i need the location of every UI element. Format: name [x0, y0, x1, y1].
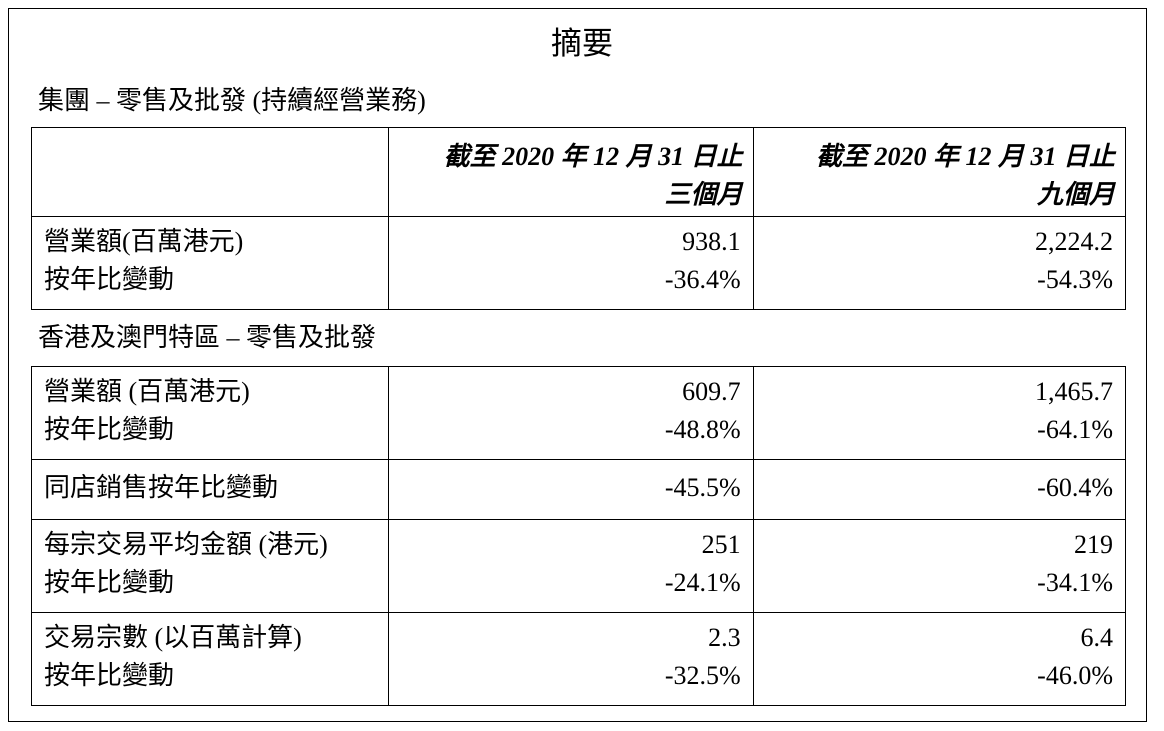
value-change: -54.3% — [1037, 265, 1113, 294]
header-period-length: 三個月 — [664, 180, 743, 209]
value-change: -46.0% — [1037, 661, 1113, 690]
value-nine-months: -60.4% — [752, 459, 1127, 520]
row-label-primary: 每宗交易平均金額 (港元) — [44, 530, 328, 559]
header-empty-cell — [30, 127, 390, 217]
value-nine-months: 2,224.2 -54.3% — [752, 216, 1127, 310]
page-title: 摘要 — [551, 26, 613, 61]
value-primary: 2,224.2 — [1035, 227, 1113, 256]
document-frame — [8, 8, 1147, 722]
value-change: -45.5% — [664, 473, 741, 502]
row-label: 每宗交易平均金額 (港元) 按年比變動 — [30, 519, 390, 613]
value-change: -24.1% — [664, 568, 741, 597]
value-three-months: 251 -24.1% — [388, 519, 754, 613]
row-label: 營業額 (百萬港元) 按年比變動 — [30, 366, 390, 460]
header-period-text: 截至 2020 年 12 月 31 日止 — [443, 142, 743, 171]
value-primary: 1,465.7 — [1035, 377, 1113, 406]
row-label-secondary: 按年比變動 — [44, 661, 175, 690]
section-heading-group: 集團 – 零售及批發 (持續經營業務) — [38, 86, 426, 115]
table-row: 交易宗數 (以百萬計算) 按年比變動 2.3 -32.5% 6.4 -46.0% — [30, 612, 1127, 706]
header-period-text: 截至 2020 年 12 月 31 日止 — [815, 142, 1115, 171]
value-change: -34.1% — [1037, 568, 1113, 597]
value-nine-months: 6.4 -46.0% — [752, 612, 1127, 706]
table-row: 同店銷售按年比變動 -45.5% -60.4% — [30, 459, 1127, 520]
value-nine-months: 1,465.7 -64.1% — [752, 366, 1127, 460]
row-label-primary: 同店銷售按年比變動 — [44, 473, 279, 502]
value-change: -36.4% — [664, 265, 741, 294]
row-label: 同店銷售按年比變動 — [30, 459, 390, 520]
header-period-length: 九個月 — [1036, 180, 1115, 209]
value-three-months: 938.1 -36.4% — [388, 216, 754, 310]
value-primary: 219 — [1074, 530, 1113, 559]
value-primary: 609.7 — [682, 377, 741, 406]
hk-macau-summary-table: 營業額 (百萬港元) 按年比變動 609.7 -48.8% 1,465.7 -6… — [30, 366, 1127, 706]
value-change: -48.8% — [664, 415, 741, 444]
header-three-months: 截至 2020 年 12 月 31 日止 三個月 — [388, 127, 754, 217]
row-label-secondary: 按年比變動 — [44, 415, 175, 444]
value-three-months: 609.7 -48.8% — [388, 366, 754, 460]
value-primary: 2.3 — [708, 623, 741, 652]
header-nine-months: 截至 2020 年 12 月 31 日止 九個月 — [752, 127, 1127, 217]
row-label: 交易宗數 (以百萬計算) 按年比變動 — [30, 612, 390, 706]
row-label-primary: 交易宗數 (以百萬計算) — [44, 623, 302, 652]
value-change: -64.1% — [1037, 415, 1113, 444]
value-change: -60.4% — [1037, 473, 1113, 502]
value-change: -32.5% — [664, 661, 741, 690]
table-row: 營業額(百萬港元) 按年比變動 938.1 -36.4% 2,224.2 -54… — [30, 216, 1127, 310]
row-label-primary: 營業額(百萬港元) — [44, 227, 244, 256]
table-header-row: 截至 2020 年 12 月 31 日止 三個月 截至 2020 年 12 月 … — [30, 127, 1127, 217]
section-heading-hk-macau: 香港及澳門特區 – 零售及批發 — [38, 323, 377, 352]
row-label-primary: 營業額 (百萬港元) — [44, 377, 250, 406]
value-three-months: 2.3 -32.5% — [388, 612, 754, 706]
value-three-months: -45.5% — [388, 459, 754, 520]
row-label-secondary: 按年比變動 — [44, 265, 175, 294]
group-summary-table: 截至 2020 年 12 月 31 日止 三個月 截至 2020 年 12 月 … — [30, 127, 1127, 310]
table-row: 每宗交易平均金額 (港元) 按年比變動 251 -24.1% 219 -34.1… — [30, 519, 1127, 613]
value-primary: 251 — [701, 530, 741, 559]
row-label: 營業額(百萬港元) 按年比變動 — [30, 216, 390, 310]
value-primary: 6.4 — [1080, 623, 1114, 652]
value-nine-months: 219 -34.1% — [752, 519, 1127, 613]
table-row: 營業額 (百萬港元) 按年比變動 609.7 -48.8% 1,465.7 -6… — [30, 366, 1127, 460]
row-label-secondary: 按年比變動 — [44, 568, 175, 597]
value-primary: 938.1 — [682, 227, 741, 256]
